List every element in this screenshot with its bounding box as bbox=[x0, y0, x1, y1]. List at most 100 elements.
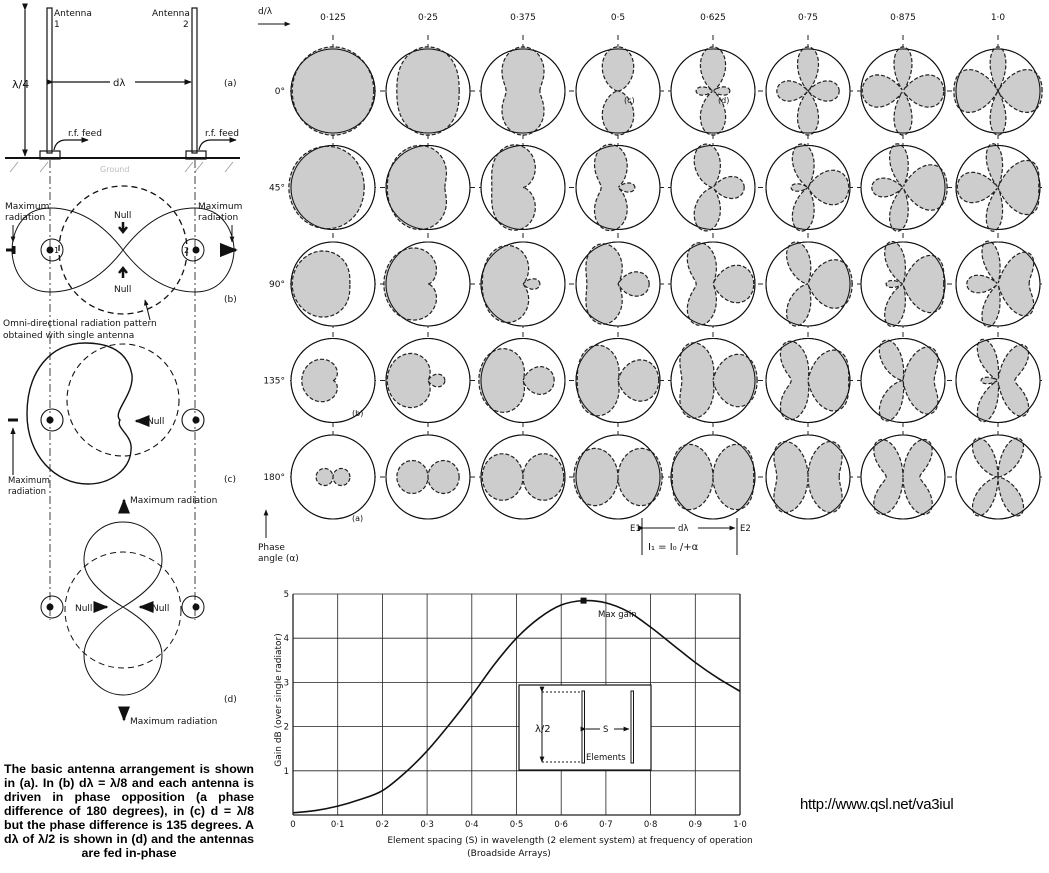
x-tick-label: 0·8 bbox=[644, 820, 658, 830]
row-label: 0° bbox=[275, 87, 285, 97]
antenna-2-mast bbox=[191, 7, 198, 154]
antenna-2-symbol bbox=[181, 238, 205, 262]
pattern-grid: 0·125 0·25 0·375 0·5 0·625 0·75 0·875 1·0 0° 45° 9… bbox=[263, 13, 1045, 520]
feed-2-label: r.f. feed bbox=[205, 129, 239, 139]
max-rad-right-label-2: radiation bbox=[198, 213, 238, 223]
reference-circle-outline bbox=[480, 145, 566, 230]
row-label: 90° bbox=[269, 280, 285, 290]
reference-circle-outline bbox=[385, 48, 471, 134]
y-tick-label: 2 bbox=[284, 723, 289, 733]
gain-curve bbox=[292, 599, 741, 814]
radiation-pattern bbox=[593, 143, 636, 232]
reference-circle-outline bbox=[765, 434, 851, 520]
radiation-pattern bbox=[953, 46, 1043, 136]
reference-circle-outline bbox=[480, 434, 566, 520]
reference-circle-outline bbox=[955, 434, 1041, 520]
reference-circle-outline bbox=[575, 241, 661, 327]
chart-xlabel: Element spacing (S) in wavelength (2 ele… bbox=[387, 836, 752, 846]
current-formula: I₁ = I₀ /+α bbox=[648, 542, 699, 553]
max-rad-left-arrow-icon bbox=[6, 246, 16, 254]
column-label: 0·5 bbox=[611, 13, 625, 23]
phase-axis-label: Phase bbox=[258, 543, 285, 553]
radiation-pattern bbox=[481, 244, 541, 324]
radiation-pattern bbox=[501, 46, 545, 136]
x-tick-label: 0·7 bbox=[599, 820, 613, 830]
radiation-pattern bbox=[288, 145, 365, 230]
reference-circle-outline bbox=[860, 145, 946, 230]
spacing-label: dλ bbox=[113, 78, 125, 89]
reference-circle-outline bbox=[670, 145, 756, 230]
reference-circle-outline bbox=[860, 48, 946, 134]
radiation-pattern bbox=[693, 143, 745, 232]
x-tick-label: 0·9 bbox=[689, 820, 703, 830]
chart-xlabel-2: (Broadside Arrays) bbox=[467, 849, 551, 859]
reference-circle-outline bbox=[860, 338, 946, 423]
max-rad-left-label: Maximum bbox=[5, 202, 49, 212]
reference-circle-outline bbox=[290, 241, 376, 327]
element-legend bbox=[638, 518, 738, 555]
inset-height-label: λ/2 bbox=[535, 724, 551, 735]
feed-1-arrow bbox=[53, 137, 89, 151]
figure-c bbox=[8, 342, 205, 485]
reference-circle-outline bbox=[670, 434, 756, 520]
figure-a bbox=[5, 3, 240, 620]
x-tick-label: 0·2 bbox=[376, 820, 390, 830]
null-left-label: Null bbox=[75, 604, 92, 614]
radiation-pattern bbox=[776, 46, 840, 136]
reference-circle-outline bbox=[290, 48, 376, 134]
radiation-pattern bbox=[790, 143, 850, 232]
radiation-pattern bbox=[773, 440, 843, 514]
radiation-pattern bbox=[576, 344, 660, 417]
max-rad-label-2: radiation bbox=[8, 487, 46, 497]
figure-d bbox=[40, 498, 205, 722]
x-tick-label: 1·0 bbox=[733, 820, 747, 830]
radiation-pattern bbox=[976, 338, 1030, 423]
max-gain-marker bbox=[580, 597, 587, 604]
x-tick-label: 0·6 bbox=[554, 820, 568, 830]
gain-chart: 0 0·1 0·2 0·3 0·4 0·5 0·6 0·7 0·8 0·9 1·0 1 2 3 4 5 bbox=[284, 590, 747, 830]
column-label: 1·0 bbox=[991, 13, 1006, 23]
reference-circle-outline bbox=[290, 145, 376, 230]
y-tick-label: 5 bbox=[284, 590, 289, 600]
reference-circle-outline bbox=[480, 48, 566, 134]
antenna-2-number: 2 bbox=[184, 246, 189, 255]
column-label: 0·375 bbox=[510, 13, 536, 23]
radiation-pattern bbox=[315, 467, 351, 487]
reference-circle-outline bbox=[670, 338, 756, 423]
radiation-pattern bbox=[478, 348, 555, 413]
reference-circle-outline bbox=[860, 241, 946, 327]
null-bottom-label: Null bbox=[114, 285, 131, 295]
ground-label: Ground bbox=[100, 165, 129, 174]
antenna-1-symbol bbox=[40, 238, 64, 262]
inset-elements-label: Elements bbox=[586, 753, 626, 763]
x-tick-label: 0·1 bbox=[331, 820, 345, 830]
figure-caption: The basic antenna arrangement is shown i… bbox=[4, 762, 254, 860]
column-label: 0·75 bbox=[798, 13, 818, 23]
column-label: 0·125 bbox=[320, 13, 346, 23]
radiation-pattern bbox=[301, 358, 338, 403]
chart-inset bbox=[518, 684, 652, 771]
row-label: 135° bbox=[263, 377, 285, 387]
radiation-pattern bbox=[686, 242, 755, 326]
omni-note-line2: obtained with single antenna bbox=[3, 331, 134, 341]
max-rad-bottom-label: Maximum radiation bbox=[130, 717, 217, 727]
antenna-1-mast bbox=[46, 7, 53, 154]
spacing-header: d/λ bbox=[258, 7, 273, 17]
reference-circle-outline bbox=[480, 241, 566, 327]
omni-pattern-circle bbox=[64, 551, 182, 669]
phase-axis-label-2: angle (α) bbox=[258, 554, 299, 564]
feed-2-arrow bbox=[198, 137, 237, 151]
antenna-1-number: 1 bbox=[54, 20, 60, 30]
row-label: 180° bbox=[263, 473, 285, 483]
radiation-pattern bbox=[679, 342, 758, 419]
reference-circle-outline bbox=[575, 145, 661, 230]
source-url: http://www.qsl.net/va3iul bbox=[800, 796, 954, 813]
reference-circle-outline bbox=[575, 48, 661, 134]
radiation-pattern bbox=[573, 447, 663, 507]
radiation-pattern bbox=[956, 143, 1040, 232]
x-tick-label: 0·4 bbox=[465, 820, 479, 830]
radiation-pattern bbox=[695, 46, 731, 136]
radiation-pattern bbox=[861, 46, 945, 136]
radiation-pattern bbox=[585, 243, 650, 325]
